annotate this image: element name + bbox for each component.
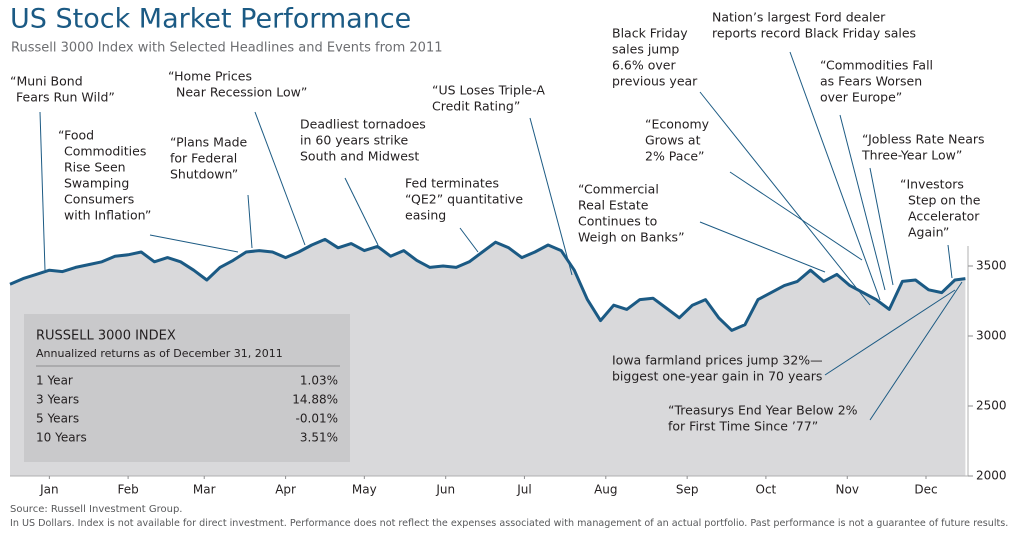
leader-line bbox=[947, 244, 953, 279]
table-row-value: 1.03% bbox=[300, 374, 338, 388]
annotation-text: Step on the bbox=[908, 193, 981, 208]
x-tick-label: Nov bbox=[836, 483, 859, 497]
annotation-text: Near Recession Low” bbox=[176, 85, 307, 100]
annotation-text: South and Midwest bbox=[300, 149, 419, 164]
table-row-value: 3.51% bbox=[300, 431, 338, 445]
annotation-text: Rise Seen bbox=[64, 160, 126, 175]
annotation-text: over Europe” bbox=[820, 90, 902, 105]
y-tick-label: 2000 bbox=[976, 469, 1007, 483]
footnote: In US Dollars. Index is not available fo… bbox=[10, 518, 1008, 529]
annotation-text: Consumers bbox=[64, 192, 134, 207]
annotation-text: Shutdown” bbox=[170, 167, 238, 182]
annotation-text: Black Friday bbox=[612, 26, 688, 41]
table-row-value: 14.88% bbox=[292, 393, 338, 407]
x-tick-label: Mar bbox=[193, 483, 216, 497]
leader-line bbox=[824, 289, 956, 376]
annotation-text: Deadliest tornadoes bbox=[300, 117, 426, 132]
annotation-text: Accelerator bbox=[908, 209, 980, 224]
annotation-text: biggest one-year gain in 70 years bbox=[612, 369, 822, 384]
annotation-text: Fed terminates bbox=[405, 176, 499, 191]
annotation-text: Swamping bbox=[64, 176, 129, 191]
annotation-text: Iowa farmland prices jump 32%— bbox=[612, 353, 823, 368]
annotation-text: for First Time Since ’77” bbox=[668, 419, 818, 434]
annotation-text: Real Estate bbox=[578, 198, 649, 213]
x-tick-label: Dec bbox=[914, 483, 937, 497]
y-tick-label: 3000 bbox=[976, 329, 1007, 343]
table-row-label: 5 Years bbox=[36, 412, 79, 426]
leader-line bbox=[344, 177, 379, 246]
x-tick-label: Feb bbox=[117, 483, 138, 497]
annotation-text: Weigh on Banks” bbox=[578, 230, 685, 245]
annotation-text: Grows at bbox=[645, 133, 701, 148]
x-tick-label: Apr bbox=[275, 483, 296, 497]
annotation-text: easing bbox=[405, 208, 446, 223]
annotation-text: “Home Prices bbox=[168, 69, 252, 84]
leader-line bbox=[247, 194, 253, 249]
annotation-text: “Plans Made bbox=[170, 135, 248, 150]
annotation-text: for Federal bbox=[170, 151, 237, 166]
y-tick-label: 2500 bbox=[976, 399, 1007, 413]
annotation-text: Commodities bbox=[64, 144, 146, 159]
leader-line bbox=[529, 117, 573, 276]
x-tick-label: Jun bbox=[435, 483, 455, 497]
annotation-text: “Investors bbox=[900, 177, 964, 192]
annotation-text: “Commercial bbox=[578, 182, 659, 197]
leader-line bbox=[729, 171, 863, 261]
chart-title: US Stock Market Performance bbox=[10, 4, 411, 35]
leader-line bbox=[839, 114, 886, 291]
annotation-text: “Economy bbox=[645, 117, 710, 132]
index-line bbox=[9, 237, 966, 332]
annotation-text: previous year bbox=[612, 74, 698, 89]
annotation-text: with Inflation” bbox=[64, 208, 151, 223]
leader-line bbox=[869, 281, 963, 421]
returns-table-box bbox=[24, 314, 350, 462]
table-subtitle: Annualized returns as of December 31, 20… bbox=[36, 347, 283, 360]
leader-line bbox=[459, 227, 479, 253]
annotation-text: “Jobless Rate Nears bbox=[862, 132, 985, 147]
annotation-text: 2% Pace” bbox=[645, 149, 704, 164]
leader-line bbox=[149, 234, 239, 253]
annotation-text: “Commodities Fall bbox=[820, 58, 933, 73]
annotation-text: sales jump bbox=[612, 42, 679, 57]
annotation-text: “Muni Bond bbox=[10, 74, 83, 89]
table-row-value: -0.01% bbox=[296, 412, 338, 426]
leader-line bbox=[789, 51, 881, 301]
leader-line bbox=[39, 111, 46, 271]
annotation-text: reports record Black Friday sales bbox=[712, 26, 916, 41]
annotation-text: “QE2” quantitative bbox=[405, 192, 523, 207]
annotation-text: “US Loses Triple-A bbox=[432, 83, 545, 98]
annotation-text: as Fears Worsen bbox=[820, 74, 922, 89]
leader-line bbox=[699, 91, 871, 306]
x-tick-label: Jul bbox=[516, 483, 531, 497]
table-title: RUSSELL 3000 INDEX bbox=[36, 329, 176, 344]
table-row-label: 3 Years bbox=[36, 393, 79, 407]
leader-line bbox=[869, 167, 894, 286]
source-note: Source: Russell Investment Group. bbox=[10, 504, 182, 515]
annotation-text: “Treasurys End Year Below 2% bbox=[668, 403, 858, 418]
table-row-label: 1 Year bbox=[36, 374, 73, 388]
annotation-text: Fears Run Wild” bbox=[16, 90, 115, 105]
chart-subtitle: Russell 3000 Index with Selected Headlin… bbox=[11, 41, 443, 56]
annotation-text: in 60 years strike bbox=[300, 133, 408, 148]
x-tick-label: May bbox=[352, 483, 377, 497]
x-tick-label: Sep bbox=[676, 483, 699, 497]
leader-line bbox=[254, 111, 306, 246]
annotation-text: Again” bbox=[908, 225, 949, 240]
x-tick-label: Aug bbox=[594, 483, 617, 497]
annotation-text: 6.6% over bbox=[612, 58, 676, 73]
annotation-text: “Food bbox=[58, 128, 94, 143]
annotation-text: Credit Rating” bbox=[432, 99, 520, 114]
x-tick-label: Oct bbox=[756, 483, 777, 497]
annotation-text: Three-Year Low” bbox=[861, 148, 962, 163]
x-tick-label: Jan bbox=[39, 483, 59, 497]
annotation-text: Continues to bbox=[578, 214, 657, 229]
table-row-label: 10 Years bbox=[36, 431, 87, 445]
annotation-text: Nation’s largest Ford dealer bbox=[712, 10, 886, 25]
leader-line bbox=[699, 221, 826, 273]
y-tick-label: 3500 bbox=[976, 259, 1007, 273]
